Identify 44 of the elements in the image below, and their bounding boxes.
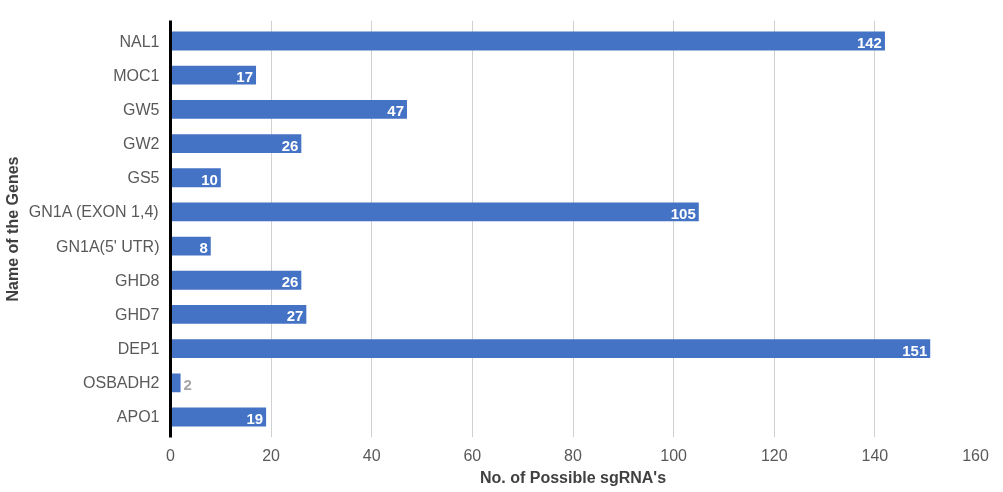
x-tick-label: 0	[166, 446, 176, 464]
y-tick-label: GN1A (EXON 1,4)	[28, 203, 159, 221]
y-tick-label: GN1A(5' UTR)	[55, 237, 160, 255]
x-tick-label: 120	[760, 446, 788, 464]
bar	[170, 373, 181, 393]
y-tick-label: MOC1	[113, 66, 160, 84]
data-label: 19	[246, 409, 264, 427]
y-tick-label: APO1	[116, 408, 160, 426]
data-label: 17	[236, 68, 254, 86]
data-label: 27	[286, 307, 304, 325]
x-tick-label: 20	[262, 446, 281, 464]
bar	[170, 99, 407, 119]
data-label: 47	[387, 102, 404, 120]
data-label: 105	[670, 204, 696, 222]
data-label: 151	[902, 341, 928, 359]
y-tick-label: GS5	[127, 169, 160, 187]
data-label: 8	[199, 239, 208, 257]
y-tick-label: DEP1	[117, 340, 160, 358]
data-label: 142	[856, 34, 882, 52]
y-tick-label: GW2	[123, 135, 160, 153]
x-tick-label: 80	[564, 446, 582, 464]
x-tick-label: 60	[463, 446, 482, 464]
y-tick-label: NAL1	[119, 32, 160, 50]
data-label: 26	[281, 136, 299, 154]
x-axis-title: No. of Possible sgRNA's	[479, 468, 667, 486]
x-tick-label: 40	[362, 446, 381, 464]
bar	[170, 31, 885, 51]
data-label: 2	[183, 375, 192, 393]
y-tick-label: GW5	[123, 100, 160, 118]
bar	[170, 270, 302, 290]
y-tick-label: OSBADH2	[83, 374, 160, 392]
data-label: 26	[281, 273, 299, 291]
data-label: 10	[201, 170, 218, 188]
bar	[170, 339, 931, 359]
x-tick-label: 140	[861, 446, 889, 464]
x-tick-label: 160	[962, 446, 989, 464]
bar	[170, 65, 257, 85]
y-axis-title: Name of the Genes	[3, 156, 21, 302]
bar	[170, 202, 699, 222]
bar	[170, 305, 307, 324]
y-tick-label: GHD7	[115, 305, 160, 323]
y-tick-label: GHD8	[115, 271, 160, 289]
x-tick-label: 100	[660, 446, 688, 464]
bar	[170, 134, 302, 153]
